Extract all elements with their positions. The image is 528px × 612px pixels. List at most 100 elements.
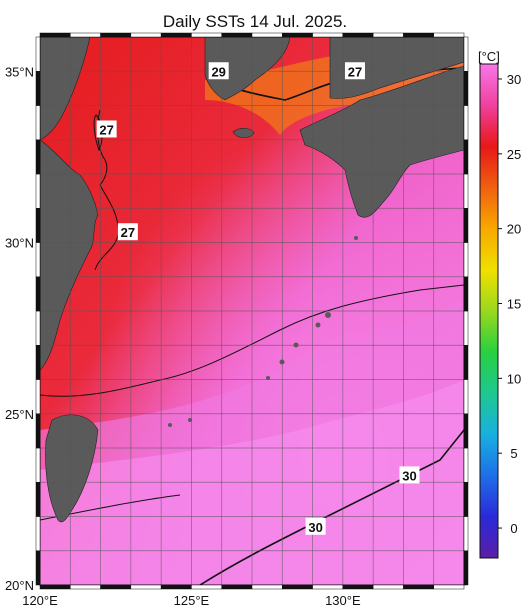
taiwan (45, 414, 99, 523)
contour-label-box (399, 466, 420, 484)
border-check (312, 584, 344, 590)
border-check (312, 32, 344, 38)
border-check (35, 447, 41, 483)
contour-label-box (117, 223, 138, 241)
island (325, 312, 331, 318)
border-check (251, 32, 283, 38)
border-check (35, 379, 41, 414)
lat-tick-label: 25°N (5, 407, 34, 422)
border-check (191, 32, 222, 38)
map-border-checks (35, 32, 469, 590)
border-check (372, 32, 404, 38)
border-check (463, 379, 469, 414)
colorbar-tick-label: 0 (510, 521, 517, 536)
islands (168, 236, 358, 427)
lat-tick-label: 35°N (5, 64, 34, 79)
map-title: Daily SSTs 14 Jul. 2025. (162, 12, 348, 31)
border-check (463, 345, 469, 380)
border-check (433, 32, 465, 38)
colorbar-tick-label: 20 (507, 222, 521, 237)
border-check (35, 71, 41, 106)
border-check (463, 482, 469, 517)
colorbar: [°C] 30 25 20 15 10 5 0 (478, 49, 521, 559)
land (40, 37, 464, 523)
contour-label: 27 (99, 122, 113, 137)
border-check (463, 447, 469, 483)
border-check (100, 32, 132, 38)
border-check (463, 36, 469, 72)
border-check (403, 584, 434, 590)
border-check (463, 242, 469, 277)
border-check (130, 584, 162, 590)
colorbar-tick-label: 5 (510, 446, 517, 461)
border-check (463, 173, 469, 209)
border-check (463, 413, 469, 449)
border-check (463, 139, 469, 175)
graticule (40, 37, 464, 585)
korea (204, 37, 291, 101)
border-check (35, 310, 41, 346)
colorbar-unit: [°C] (478, 49, 500, 64)
island (354, 236, 358, 240)
border-check (160, 584, 192, 590)
border-check (372, 584, 404, 590)
contour-label-box (208, 62, 229, 80)
border-check (282, 32, 313, 38)
border-check (35, 516, 41, 551)
border-check (35, 208, 41, 243)
colorbar-tick-label: 25 (507, 147, 521, 162)
border-check (130, 32, 162, 38)
island (315, 322, 321, 328)
border-check (160, 32, 192, 38)
border-check (35, 482, 41, 517)
contour-labels: 27 27 27 29 30 30 (96, 62, 420, 535)
border-check (39, 584, 71, 590)
border-check (282, 584, 313, 590)
border-check (342, 32, 374, 38)
map-area: 27 27 27 29 30 30 (40, 37, 464, 585)
border-check (35, 242, 41, 277)
axis-labels: 120°E 125°E 130°E 35°N 30°N 25°N 20°N (5, 64, 361, 608)
island (168, 423, 172, 427)
border-check (463, 276, 469, 312)
japan-honshu-west (329, 37, 464, 99)
contour-label-box (305, 517, 326, 535)
border-check (35, 173, 41, 209)
colorbar-tick-label: 30 (507, 72, 521, 87)
isotherm-29 (40, 284, 464, 397)
border-check (191, 584, 222, 590)
island (266, 376, 270, 380)
border-check (35, 276, 41, 312)
border-check (221, 584, 253, 590)
lon-tick-label: 125°E (174, 593, 210, 608)
border-check (35, 105, 41, 140)
border-check (70, 32, 101, 38)
lat-tick-label: 20°N (5, 578, 34, 593)
contour-label: 30 (402, 468, 416, 483)
island (188, 418, 192, 422)
border-check (35, 550, 41, 586)
colorbar-ticks: 30 25 20 15 10 5 0 (498, 72, 521, 536)
jeju-island (232, 128, 255, 139)
contour-label: 29 (211, 64, 225, 79)
border-check (35, 36, 41, 72)
lon-tick-label: 130°E (325, 593, 361, 608)
border-check (463, 310, 469, 346)
lat-tick-label: 30°N (5, 236, 34, 251)
border-check (35, 413, 41, 449)
border-check (70, 584, 101, 590)
border-check (39, 32, 71, 38)
border-check (463, 208, 469, 243)
contour-label: 30 (308, 520, 322, 535)
colorbar-bar (479, 63, 499, 559)
border-check (463, 105, 469, 140)
contour-label: 27 (121, 225, 135, 240)
border-check (463, 516, 469, 551)
border-check (463, 550, 469, 586)
border-check (433, 584, 465, 590)
border-check (221, 32, 253, 38)
contour-label-box (344, 62, 365, 80)
border-check (100, 584, 132, 590)
lon-tick-label: 120°E (22, 593, 58, 608)
